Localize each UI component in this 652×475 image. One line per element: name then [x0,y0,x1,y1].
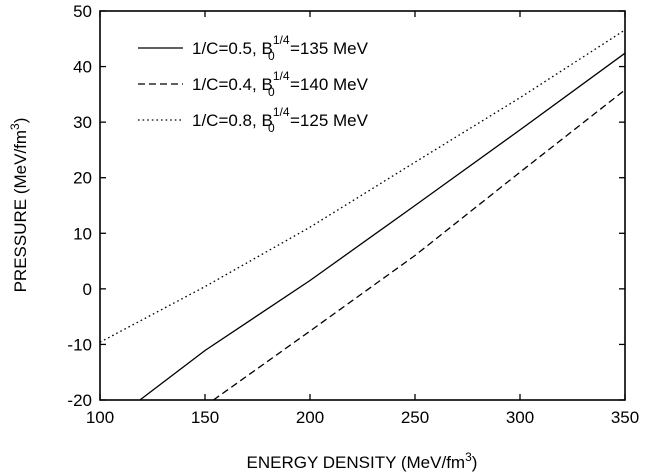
x-tick-label: 150 [191,408,219,427]
legend-label-1: 1/C=0.5, B1/4 0 =135 MeV [192,33,369,63]
y-axis-title: PRESSURE (MeV/fm3) [8,118,30,293]
series-line-1 [139,52,626,401]
legend-label-3: 1/C=0.8, B1/4 0 =125 MeV [192,105,369,135]
series-line-3 [99,29,626,343]
y-tick-label: 0 [83,280,92,299]
plot-frame [99,10,626,401]
y-tick-label: 40 [73,58,92,77]
y-tick-label: 10 [73,224,92,243]
series-lines [99,29,626,401]
y-tick-label: 30 [73,113,92,132]
y-tick-label: -10 [67,335,92,354]
x-tick-label: 100 [86,408,114,427]
y-tick-label: -20 [67,391,92,410]
y-tick-label: 50 [73,2,92,21]
x-tick-label: 350 [611,408,639,427]
x-tick-label: 300 [506,408,534,427]
legend: 1/C=0.5, B1/4 0 =135 MeV 1/C=0.4, B1/4 0 =140… [138,33,369,135]
x-tick-label: 200 [296,408,324,427]
series-line-2 [213,89,626,401]
legend-label-2: 1/C=0.4, B1/4 0 =140 MeV [192,69,369,99]
x-axis-title: ENERGY DENSITY (MeV/fm3) [247,450,478,472]
axis-ticks: 100 150 200 250 300 350 -20 -10 0 10 20 30 40 50 [67,2,639,427]
x-tick-label: 250 [401,408,429,427]
y-tick-label: 20 [73,169,92,188]
